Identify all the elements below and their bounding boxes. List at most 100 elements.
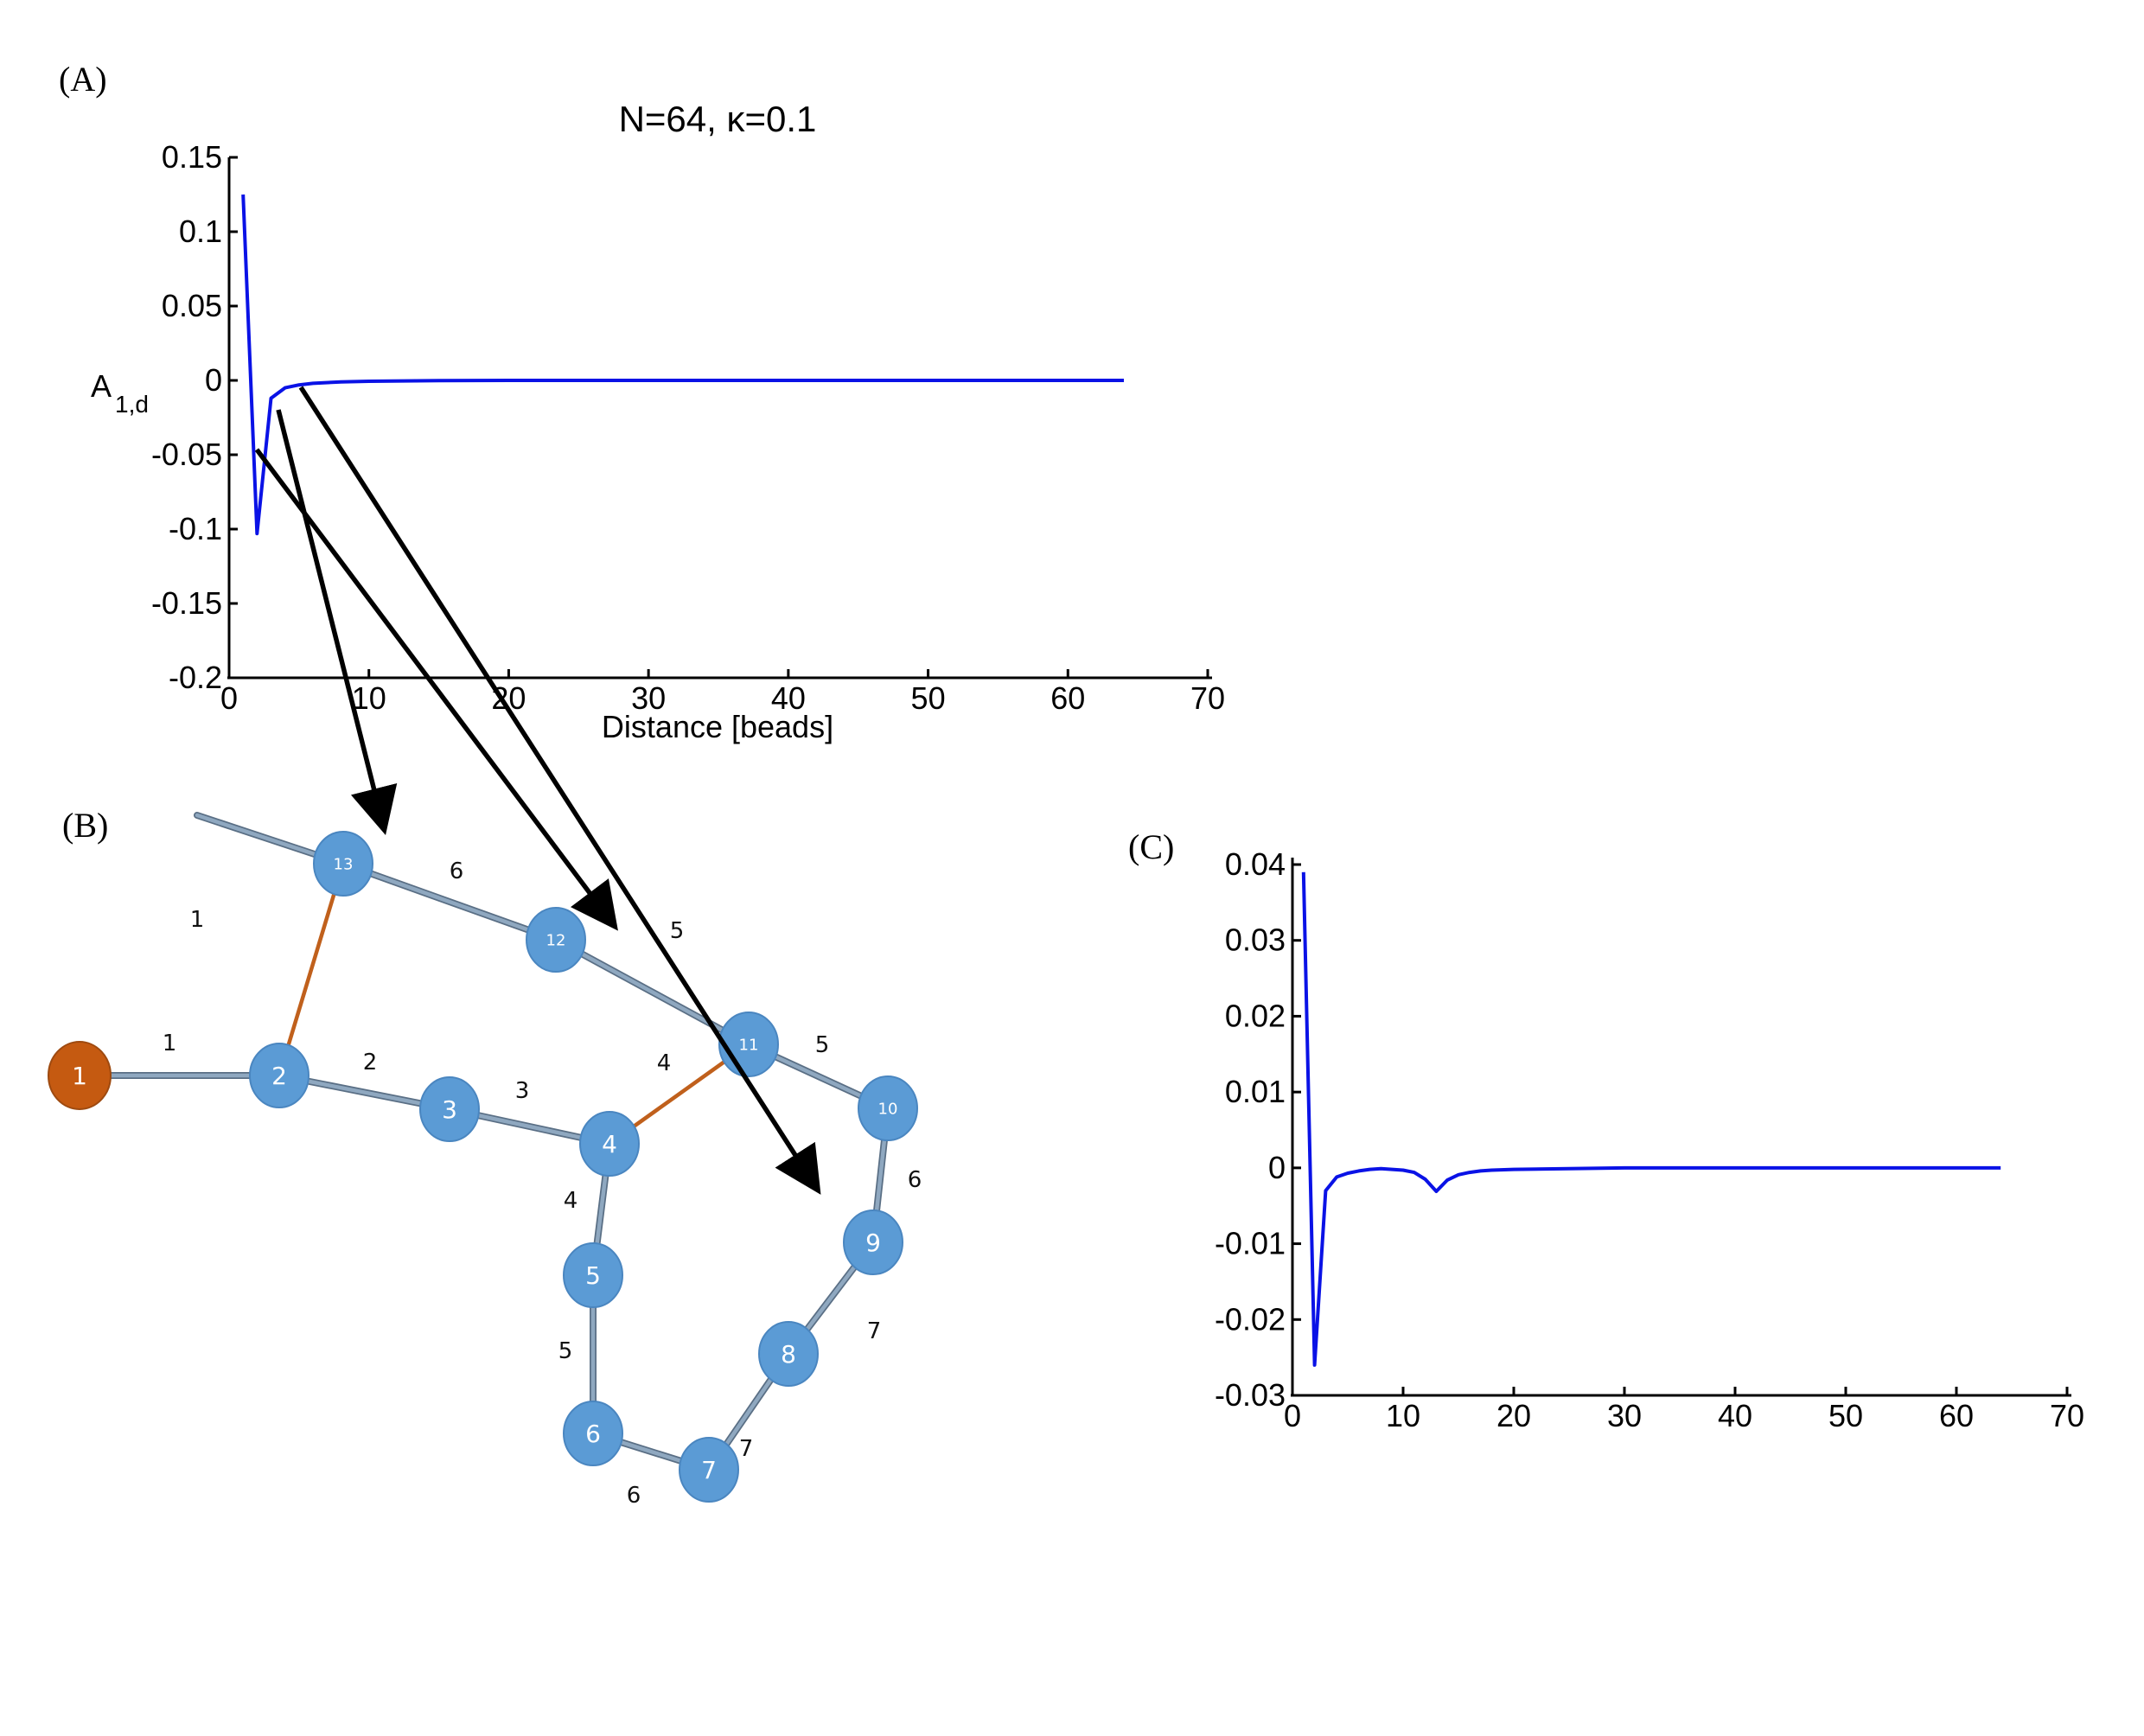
- y-tick-label: -0.15: [151, 585, 222, 621]
- node-label: 10: [878, 1100, 898, 1118]
- x-tick-label: 70: [1190, 680, 1225, 716]
- x-tick-label: 30: [631, 680, 666, 716]
- node-circle: [313, 831, 373, 897]
- chart-c: 0 10 20 30 40 50 60 70 0.04 0.03 0.02 0.01 0 -0.01 -0…: [1215, 846, 2084, 1433]
- network-edge-highlight: [553, 937, 751, 1047]
- chart-a-x-ticks: 0 10 20 30 40 50 60 70: [220, 669, 1225, 716]
- annotation-arrow: [254, 448, 618, 931]
- node-circle: [579, 1111, 640, 1177]
- node-7: 7: [679, 1437, 739, 1503]
- x-tick-label: 20: [1496, 1398, 1531, 1433]
- edge-label: 5: [670, 918, 685, 944]
- y-tick-label: 0.02: [1225, 998, 1286, 1033]
- node-circle: [563, 1401, 623, 1466]
- node-circle: [843, 1209, 903, 1275]
- node-1: 1: [48, 1041, 112, 1110]
- chart-a-y-ticks: 0.15 0.1 0.05 0 -0.05 -0.1 -0.15 -0.2: [151, 139, 238, 695]
- y-tick-label: 0.05: [162, 288, 222, 323]
- network-contact-edge: [277, 863, 346, 1076]
- edge-label: 6: [627, 1483, 641, 1509]
- node-9: 9: [843, 1209, 903, 1275]
- node-11: 11: [718, 1012, 779, 1077]
- y-tick-label: -0.2: [169, 660, 222, 695]
- y-tick-label: 0.04: [1225, 846, 1286, 882]
- edge-label: 7: [739, 1436, 754, 1462]
- node-circle: [858, 1075, 918, 1141]
- x-tick-label: 40: [1718, 1398, 1752, 1433]
- edge-label: 6: [450, 858, 464, 884]
- panel-label-a: (A): [59, 60, 107, 99]
- y-tick-label: -0.1: [169, 511, 222, 546]
- node-12: 12: [526, 907, 586, 973]
- chart-a-series-line: [241, 194, 1124, 536]
- y-tick-label: -0.01: [1215, 1226, 1286, 1261]
- node-6: 6: [563, 1401, 623, 1466]
- node-label: 8: [781, 1340, 796, 1369]
- x-tick-label: 30: [1607, 1398, 1642, 1433]
- x-tick-label: 0: [1284, 1398, 1301, 1433]
- node-circle: [563, 1242, 623, 1308]
- node-label: 3: [442, 1095, 457, 1124]
- node-label: 11: [739, 1036, 759, 1054]
- y-tick-label: 0: [205, 362, 222, 398]
- node-circle: [758, 1321, 819, 1387]
- chart-a-y-label-main: A: [91, 368, 112, 404]
- panel-label-c: (C): [1128, 827, 1174, 866]
- node-label: 7: [701, 1456, 717, 1484]
- y-tick-label: 0.01: [1225, 1074, 1286, 1109]
- annotation-arrows: [254, 386, 821, 1195]
- edge-label: 4: [657, 1050, 672, 1076]
- chart-a: N=64, κ=0.1 0 10 20 30 40 50 60 70 0.150.10.050…: [91, 99, 1225, 744]
- node-10: 10: [858, 1075, 918, 1141]
- y-tick-label: -0.05: [151, 437, 222, 472]
- chart-c-series-line: [1301, 871, 2001, 1367]
- panel-label-b: (B): [62, 806, 108, 845]
- chart-a-title: N=64, κ=0.1: [619, 99, 817, 139]
- node-label: 13: [334, 855, 354, 873]
- chart-c-y-ticks: 0.04 0.03 0.02 0.01 0 -0.01 -0.02 -0.03: [1215, 846, 1301, 1413]
- node-2: 2: [249, 1043, 309, 1108]
- y-tick-label: 0.1: [179, 214, 222, 249]
- x-tick-label: 50: [1828, 1398, 1863, 1433]
- x-tick-label: 60: [1050, 680, 1085, 716]
- y-tick-label: -0.02: [1215, 1301, 1286, 1337]
- node-label: 12: [546, 931, 566, 949]
- node-circle: [48, 1041, 112, 1110]
- y-tick-label: 0: [1268, 1150, 1286, 1185]
- x-tick-label: 10: [1386, 1398, 1420, 1433]
- node-circle: [419, 1076, 480, 1142]
- y-tick-label: -0.03: [1215, 1377, 1286, 1413]
- node-label: 2: [271, 1062, 287, 1090]
- node-label: 6: [585, 1420, 601, 1448]
- node-label: 9: [865, 1229, 881, 1257]
- y-tick-label: 0.15: [162, 139, 222, 175]
- network-edge-highlight: [341, 861, 558, 942]
- annotation-arrow: [276, 409, 398, 835]
- x-tick-label: 50: [911, 680, 946, 716]
- x-tick-label: 40: [771, 680, 806, 716]
- edge-label: 1: [163, 1031, 177, 1056]
- chart-a-y-label-sub: 1,d: [115, 391, 149, 418]
- node-circle: [679, 1437, 739, 1503]
- node-3: 3: [419, 1076, 480, 1142]
- y-tick-label: 0.03: [1225, 922, 1286, 958]
- edge-label: 5: [558, 1338, 573, 1364]
- edge-label: 6: [908, 1167, 922, 1193]
- chart-a-x-label: Distance [beads]: [602, 709, 833, 744]
- edge-label: 2: [363, 1050, 378, 1075]
- node-label: 1: [72, 1062, 87, 1090]
- chart-c-x-ticks: 0 10 20 30 40 50 60 70: [1284, 1387, 2084, 1433]
- x-tick-label: 60: [1939, 1398, 1974, 1433]
- node-5: 5: [563, 1242, 623, 1308]
- edge-label: 3: [515, 1078, 530, 1104]
- chart-c-axes: [1291, 858, 2071, 1397]
- node-label: 4: [602, 1130, 617, 1158]
- node-circle: [249, 1043, 309, 1108]
- edge-label: 1: [190, 907, 205, 933]
- node-label: 5: [585, 1261, 601, 1290]
- node-8: 8: [758, 1321, 819, 1387]
- x-tick-label: 0: [220, 680, 238, 716]
